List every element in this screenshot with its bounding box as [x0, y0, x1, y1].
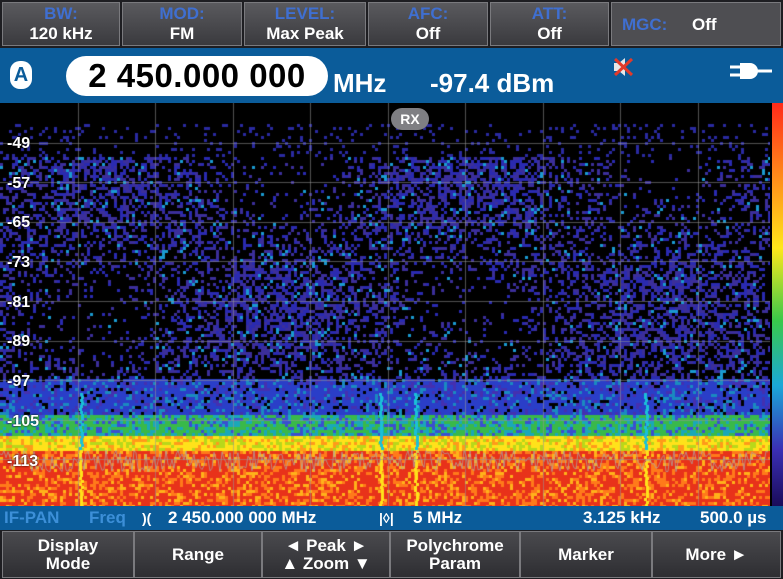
softkey-label: Marker [558, 544, 614, 564]
polychrome-param-button[interactable]: Polychrome Param [390, 531, 520, 578]
afc-label: AFC: [407, 4, 449, 23]
softkey-label: Range [172, 544, 224, 564]
frequency-unit: MHz [333, 68, 387, 98]
level-label: LEVEL: [274, 4, 336, 23]
rx-badge: RX [391, 108, 429, 130]
attenuation-label: ATT: [531, 4, 568, 23]
mgc-param[interactable]: MGC: Off [611, 2, 781, 46]
scale-label: -65 [7, 214, 31, 231]
info-bar: IF-PAN Freq )( 2 450.000 000 MHz |◊| 5 M… [0, 506, 783, 530]
bandwidth-param[interactable]: BW: 120 kHz [2, 2, 120, 46]
modulation-label: MOD: [159, 4, 205, 23]
scale-label: -57 [7, 175, 31, 192]
bandwidth-label: BW: [44, 4, 78, 23]
modulation-param[interactable]: MOD: FM [122, 2, 242, 46]
marker-button[interactable]: Marker [520, 531, 652, 578]
resolution-value: 3.125 kHz [583, 508, 661, 527]
softkey-label: Display [37, 535, 99, 555]
bandwidth-value: 120 kHz [29, 24, 93, 43]
afc-param[interactable]: AFC: Off [368, 2, 488, 46]
scale-label: -105 [7, 413, 40, 430]
frequency-bar: A 2 450.000 000 MHz -97.4 dBm [0, 48, 783, 103]
display-mode-button[interactable]: Display Mode [2, 531, 134, 578]
softkey-bar: Display Mode Range ◄ Peak ► ▲ Zoom ▼ Pol… [0, 530, 783, 579]
waterfall-display[interactable]: RX -49 -57 -65 -73 -81 -89 -97 -105 -113 [0, 103, 783, 506]
frequency-input[interactable]: 2 450.000 000 [66, 56, 328, 96]
color-scale-bar [772, 103, 783, 506]
center-frequency-icon: )( [142, 510, 152, 526]
attenuation-param[interactable]: ATT: Off [490, 2, 609, 46]
softkey-label: Polychrome [406, 535, 504, 555]
scale-label: -89 [7, 333, 31, 350]
plug-icon [730, 63, 772, 79]
peak-zoom-button[interactable]: ◄ Peak ► ▲ Zoom ▼ [262, 531, 390, 578]
scale-label: -97 [7, 373, 31, 390]
afc-value: Off [415, 24, 441, 43]
measurement-time-value: 500.0 µs [700, 508, 767, 527]
scale-label: -81 [7, 294, 31, 311]
span-value: 5 MHz [413, 508, 463, 527]
scale-label: -73 [7, 254, 31, 271]
freq-kind-indicator: Freq [89, 508, 126, 527]
softkey-label: Mode [45, 553, 91, 573]
more-button[interactable]: More ► [652, 531, 781, 578]
antenna-badge[interactable]: A [10, 61, 32, 89]
speaker-muted-icon[interactable] [611, 56, 635, 78]
center-frequency-value: 2 450.000 000 MHz [168, 508, 317, 527]
softkey-label: ◄ Peak ► [284, 535, 368, 555]
attenuation-value: Off [537, 24, 562, 43]
span-icon: |◊| [379, 510, 394, 526]
range-button[interactable]: Range [134, 531, 262, 578]
modulation-value: FM [169, 24, 195, 43]
scale-label: -49 [7, 135, 31, 152]
softkey-label: Param [429, 553, 481, 573]
level-param[interactable]: LEVEL: Max Peak [244, 2, 366, 46]
softkey-label: ▲ Zoom ▼ [281, 553, 371, 573]
waterfall-canvas [0, 103, 770, 506]
softkey-label: More ► [685, 544, 748, 564]
signal-level: -97.4 dBm [430, 68, 555, 98]
level-value: Max Peak [266, 24, 344, 43]
scale-label: -113 [7, 453, 39, 470]
mgc-value: Off [692, 15, 717, 34]
display-mode-indicator: IF-PAN [4, 508, 60, 527]
mgc-label: MGC: [622, 15, 668, 34]
parameter-bar: BW: 120 kHz MOD: FM LEVEL: Max Peak AFC:… [0, 0, 783, 48]
